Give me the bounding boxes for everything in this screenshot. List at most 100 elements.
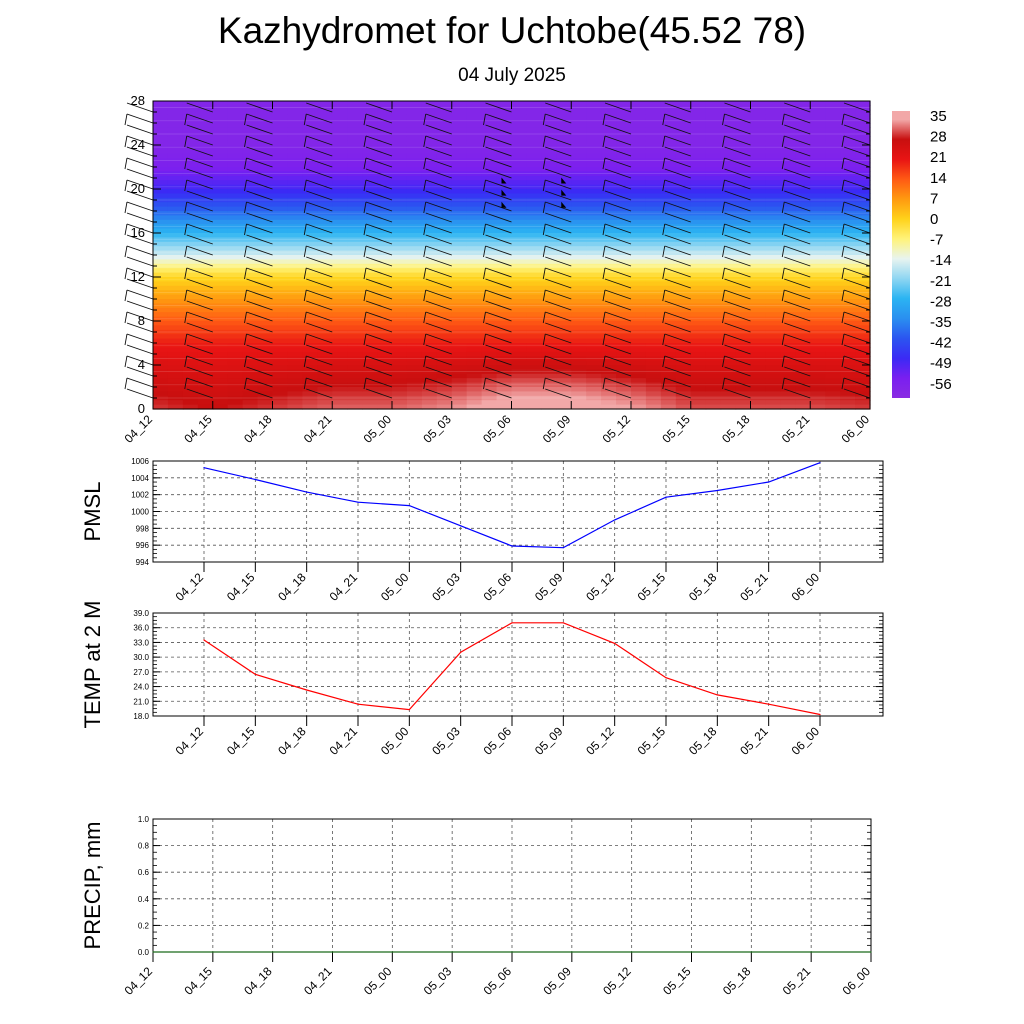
heatmap-cell [257, 127, 274, 133]
heatmap-cell [601, 206, 617, 212]
wind-barb [365, 311, 393, 322]
heatmap-cell [212, 215, 229, 221]
heatmap-cell [586, 387, 602, 392]
temp2m-x-label: 05_18 [686, 724, 720, 758]
heatmap-cell [765, 329, 781, 335]
heatmap-cell [451, 325, 468, 331]
wind-barb-feather [363, 333, 367, 346]
heatmap-cell [182, 136, 199, 142]
heatmap-cell [242, 400, 259, 406]
heatmap-cell [750, 140, 767, 146]
heatmap-cell [645, 153, 662, 159]
heatmap-cell [631, 202, 647, 208]
heatmap-cell [377, 250, 393, 256]
heatmap-cell [765, 343, 781, 348]
heatmap-cell [795, 338, 811, 344]
heatmap-cell [616, 197, 632, 203]
heatmap-cell [705, 246, 722, 252]
heatmap-cell [586, 365, 602, 370]
heatmap-cell [511, 299, 528, 304]
wind-barb [545, 344, 572, 355]
wind-barb-feather [244, 201, 247, 214]
heatmap-cell [347, 299, 363, 304]
heatmap-cell [153, 281, 169, 287]
heatmap-cell [616, 277, 632, 282]
heatmap-cell [287, 373, 303, 379]
heatmap-cell [392, 171, 408, 177]
heatmap-cell [481, 162, 498, 168]
heatmap-cell [227, 347, 244, 353]
heatmap-cell [362, 347, 378, 353]
heatmap-cell [720, 343, 737, 348]
heatmap-cell [212, 321, 229, 326]
heatmap-cell [645, 241, 662, 247]
heatmap-cell [167, 109, 184, 115]
heatmap-cell [362, 118, 378, 124]
heatmap-cell [392, 387, 408, 392]
heatmap-cell [765, 395, 781, 401]
heatmap-cell [511, 101, 528, 106]
heatmap-cell [795, 197, 811, 203]
heatmap-cell [541, 127, 557, 133]
heatmap-cell [720, 382, 737, 388]
wind-barb [485, 366, 512, 377]
heatmap-cell [571, 189, 587, 194]
heatmap-cell [481, 334, 498, 340]
heatmap-cell [765, 202, 781, 208]
heatmap-cell [511, 294, 528, 300]
heatmap-cell [302, 356, 318, 362]
heatmap-cell [541, 171, 557, 177]
heatmap-cell [705, 202, 722, 208]
heatmap-cell [212, 153, 229, 159]
heatmap-cell [675, 395, 692, 401]
heatmap-cell [571, 347, 587, 353]
heatmap-cell [840, 404, 856, 410]
heatmap-cell [556, 237, 572, 243]
heatmap-cell [645, 114, 662, 120]
heatmap-cell [541, 241, 557, 247]
heatmap-cell [735, 334, 752, 340]
wind-barb [186, 113, 213, 124]
heatmap-cell [556, 123, 572, 128]
heatmap-cell [690, 391, 707, 397]
heatmap-cell [242, 127, 259, 133]
wind-barb-feather [244, 223, 247, 236]
wind-barb-feather [841, 135, 845, 148]
heatmap-cell [466, 395, 483, 401]
heatmap-cell [705, 400, 722, 406]
heatmap-cell [481, 145, 498, 150]
heatmap-cell [511, 404, 528, 410]
wind-barb [365, 135, 393, 146]
heatmap-cell [660, 303, 677, 309]
heatmap-cell [660, 175, 677, 181]
heatmap-cell [705, 268, 722, 274]
heatmap-cell [451, 391, 468, 397]
heatmap-cell [511, 158, 528, 164]
pmsl-y-label: 1006 [131, 457, 149, 466]
heatmap-cell [660, 241, 677, 247]
heatmap-cell [556, 360, 572, 366]
heatmap-cell [466, 224, 483, 230]
heatmap-cell [287, 312, 303, 318]
temp2m-y-label: 24.0 [133, 683, 149, 692]
heatmap-cell [631, 369, 647, 375]
heatmap-cell [645, 211, 662, 216]
heatmap-cell [660, 215, 677, 221]
heatmap-cell [451, 131, 468, 137]
heatmap-cell [481, 171, 498, 177]
heatmap-cell [257, 233, 274, 238]
heatmap-cell [526, 224, 542, 230]
heatmap-cell [212, 391, 229, 397]
heatmap-cell [362, 277, 378, 282]
heatmap-cell [705, 114, 722, 120]
heatmap-cell [392, 299, 408, 304]
heatmap-cell [377, 131, 393, 137]
heatmap-cell [496, 131, 513, 137]
wind-barb-feather [483, 355, 486, 368]
heatmap-cell [750, 290, 767, 296]
heatmap-cell [167, 175, 184, 181]
wind-barb-feather [662, 157, 666, 170]
heatmap-cell [571, 285, 587, 291]
wind-barb [724, 135, 751, 146]
temp2m-point [819, 713, 821, 716]
